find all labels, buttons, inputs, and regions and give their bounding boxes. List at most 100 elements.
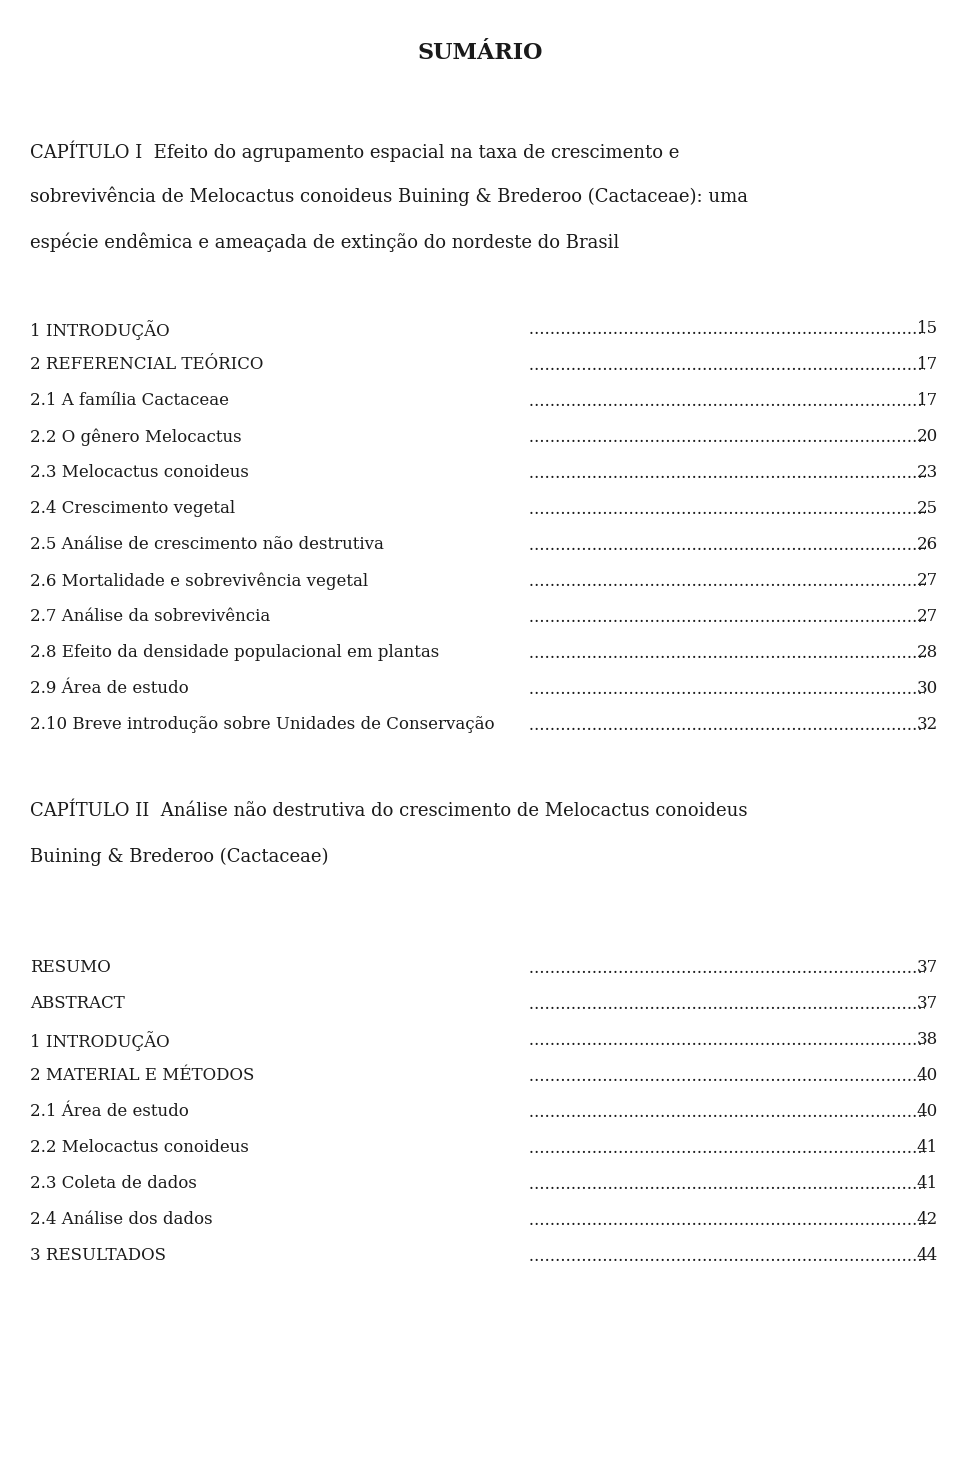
Text: 2.6 Mortalidade e sobrevivência vegetal: 2.6 Mortalidade e sobrevivência vegetal bbox=[30, 572, 368, 590]
Text: 2.2 O gênero Melocactus: 2.2 O gênero Melocactus bbox=[30, 428, 242, 445]
Text: 38: 38 bbox=[917, 1031, 938, 1049]
Bar bbox=[28, 643, 528, 662]
Text: 1 INTRODUÇÃO: 1 INTRODUÇÃO bbox=[30, 320, 170, 339]
Bar bbox=[28, 678, 528, 699]
Text: ................................................................................: ........................................… bbox=[30, 1103, 960, 1121]
Text: ................................................................................: ........................................… bbox=[30, 357, 960, 375]
Bar bbox=[925, 463, 960, 482]
Text: 27: 27 bbox=[917, 608, 938, 625]
Text: 41: 41 bbox=[917, 1139, 938, 1156]
Bar bbox=[28, 1210, 528, 1230]
Text: ................................................................................: ........................................… bbox=[30, 1032, 960, 1049]
Bar bbox=[28, 1246, 528, 1266]
Bar bbox=[925, 957, 960, 978]
Text: 23: 23 bbox=[917, 465, 938, 481]
Text: 15: 15 bbox=[917, 320, 938, 336]
Text: ................................................................................: ........................................… bbox=[30, 465, 960, 482]
Text: 17: 17 bbox=[917, 355, 938, 373]
Text: ................................................................................: ........................................… bbox=[30, 1176, 960, 1193]
Text: 32: 32 bbox=[917, 715, 938, 733]
Bar bbox=[28, 715, 528, 735]
Text: 40: 40 bbox=[917, 1103, 938, 1120]
Text: 2.1 A família Cactaceae: 2.1 A família Cactaceae bbox=[30, 392, 229, 409]
Text: 2.7 Análise da sobrevivência: 2.7 Análise da sobrevivência bbox=[30, 608, 271, 625]
Bar bbox=[28, 1066, 528, 1086]
Text: 2.4 Análise dos dados: 2.4 Análise dos dados bbox=[30, 1211, 212, 1229]
Text: ................................................................................: ........................................… bbox=[30, 645, 960, 662]
Text: ................................................................................: ........................................… bbox=[30, 1248, 960, 1266]
Bar bbox=[28, 1102, 528, 1122]
Text: 44: 44 bbox=[917, 1246, 938, 1264]
Bar bbox=[925, 535, 960, 555]
Bar bbox=[925, 643, 960, 662]
Text: 37: 37 bbox=[917, 996, 938, 1012]
Text: 1 INTRODUÇÃO: 1 INTRODUÇÃO bbox=[30, 1031, 170, 1050]
Text: 2.8 Efeito da densidade populacional em plantas: 2.8 Efeito da densidade populacional em … bbox=[30, 645, 440, 661]
Text: RESUMO: RESUMO bbox=[30, 959, 110, 976]
Bar bbox=[925, 608, 960, 627]
Bar bbox=[925, 1102, 960, 1122]
Text: ................................................................................: ........................................… bbox=[30, 609, 960, 625]
Text: ................................................................................: ........................................… bbox=[30, 392, 960, 410]
Text: CAPÍTULO II  Análise não destrutiva do crescimento de Melocactus conoideus: CAPÍTULO II Análise não destrutiva do cr… bbox=[30, 802, 748, 820]
Text: ................................................................................: ........................................… bbox=[30, 960, 960, 976]
Bar bbox=[925, 1174, 960, 1193]
Bar bbox=[28, 571, 528, 591]
Text: 3 RESULTADOS: 3 RESULTADOS bbox=[30, 1246, 166, 1264]
Bar bbox=[925, 1139, 960, 1158]
Bar bbox=[925, 426, 960, 447]
Text: ................................................................................: ........................................… bbox=[30, 717, 960, 735]
Text: Buining & Brederoo (Cactaceae): Buining & Brederoo (Cactaceae) bbox=[30, 848, 328, 866]
Text: sobrevivência de Melocactus conoideus Buining & Brederoo (Cactaceae): uma: sobrevivência de Melocactus conoideus Bu… bbox=[30, 186, 748, 205]
Text: ................................................................................: ........................................… bbox=[30, 537, 960, 555]
Text: 17: 17 bbox=[917, 392, 938, 409]
Text: ................................................................................: ........................................… bbox=[30, 681, 960, 698]
Text: 2.2 Melocactus conoideus: 2.2 Melocactus conoideus bbox=[30, 1139, 249, 1156]
Bar bbox=[925, 1210, 960, 1230]
Bar bbox=[28, 1139, 528, 1158]
Text: 40: 40 bbox=[917, 1066, 938, 1084]
Text: 28: 28 bbox=[917, 645, 938, 661]
Bar bbox=[925, 1246, 960, 1266]
Text: ................................................................................: ........................................… bbox=[30, 1140, 960, 1156]
Bar bbox=[28, 463, 528, 482]
Text: 2.3 Coleta de dados: 2.3 Coleta de dados bbox=[30, 1176, 197, 1192]
Text: 2.1 Área de estudo: 2.1 Área de estudo bbox=[30, 1103, 189, 1120]
Bar bbox=[925, 499, 960, 519]
Text: ................................................................................: ........................................… bbox=[30, 996, 960, 1013]
Bar bbox=[28, 426, 528, 447]
Bar bbox=[925, 571, 960, 591]
Text: CAPÍTULO I  Efeito do agrupamento espacial na taxa de crescimento e: CAPÍTULO I Efeito do agrupamento espacia… bbox=[30, 140, 680, 161]
Bar bbox=[28, 1174, 528, 1193]
Bar bbox=[925, 678, 960, 699]
Text: 2.5 Análise de crescimento não destrutiva: 2.5 Análise de crescimento não destrutiv… bbox=[30, 535, 384, 553]
Bar bbox=[925, 391, 960, 412]
Text: 30: 30 bbox=[917, 680, 938, 698]
Bar bbox=[925, 355, 960, 375]
Text: 2.10 Breve introdução sobre Unidades de Conservação: 2.10 Breve introdução sobre Unidades de … bbox=[30, 715, 494, 733]
Bar bbox=[28, 957, 528, 978]
Text: ................................................................................: ........................................… bbox=[30, 1068, 960, 1086]
Text: 2 REFERENCIAL TEÓRICO: 2 REFERENCIAL TEÓRICO bbox=[30, 355, 263, 373]
Text: ................................................................................: ........................................… bbox=[30, 322, 960, 338]
Text: ABSTRACT: ABSTRACT bbox=[30, 996, 125, 1012]
Text: 2 MATERIAL E MÉTODOS: 2 MATERIAL E MÉTODOS bbox=[30, 1066, 254, 1084]
Text: 2.4 Crescimento vegetal: 2.4 Crescimento vegetal bbox=[30, 500, 235, 518]
Bar bbox=[28, 319, 528, 339]
Bar bbox=[28, 499, 528, 519]
Bar bbox=[925, 994, 960, 1013]
Bar bbox=[925, 319, 960, 339]
Text: 2.9 Área de estudo: 2.9 Área de estudo bbox=[30, 680, 189, 698]
Text: 37: 37 bbox=[917, 959, 938, 976]
Bar bbox=[28, 535, 528, 555]
Bar bbox=[28, 1030, 528, 1050]
Text: 2.3 Melocactus conoideus: 2.3 Melocactus conoideus bbox=[30, 465, 249, 481]
Bar bbox=[28, 355, 528, 375]
Text: ................................................................................: ........................................… bbox=[30, 572, 960, 590]
Text: SUMÁRIO: SUMÁRIO bbox=[418, 41, 542, 63]
Text: 20: 20 bbox=[917, 428, 938, 445]
Text: ................................................................................: ........................................… bbox=[30, 1212, 960, 1229]
Text: 26: 26 bbox=[917, 535, 938, 553]
Bar bbox=[925, 1066, 960, 1086]
Text: 25: 25 bbox=[917, 500, 938, 518]
